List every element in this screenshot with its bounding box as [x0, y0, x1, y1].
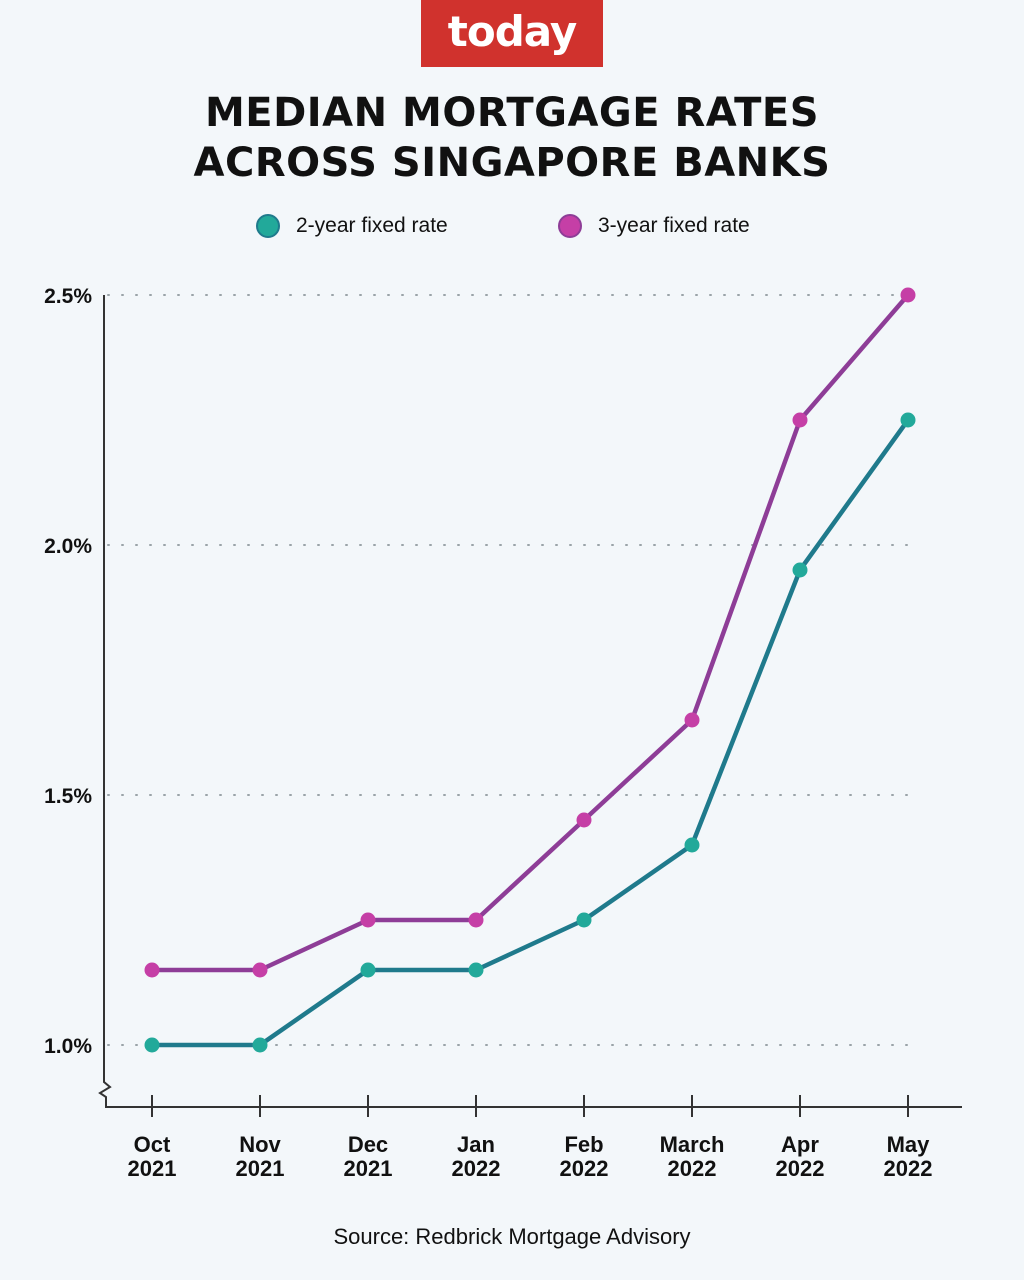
data-point-2-year	[144, 1037, 160, 1053]
x-tick-label: 2022	[452, 1156, 501, 1181]
x-tick-label: Nov	[239, 1132, 281, 1157]
title-line-2: ACROSS SINGAPORE BANKS	[193, 140, 831, 186]
data-point-2-year	[900, 412, 916, 428]
x-tick-label: 2021	[128, 1156, 177, 1181]
legend: 2-year fixed rate 3-year fixed rate	[0, 214, 1024, 246]
data-point-2-year	[360, 962, 376, 978]
data-point-2-year	[792, 562, 808, 578]
data-point-3-year	[900, 287, 916, 303]
x-tick-label: Oct	[134, 1132, 171, 1157]
y-tick-label: 1.5%	[44, 785, 92, 808]
x-tick-label: Dec	[348, 1132, 388, 1157]
x-tick-label: Apr	[781, 1132, 819, 1157]
y-tick-label: 2.0%	[44, 535, 92, 558]
chart-title: MEDIAN MORTGAGE RATES ACROSS SINGAPORE B…	[0, 88, 1024, 188]
legend-marker-3-year	[558, 214, 582, 238]
legend-label-2-year: 2-year fixed rate	[296, 214, 448, 237]
axes	[98, 295, 962, 1108]
data-point-3-year	[684, 712, 700, 728]
y-tick-label: 1.0%	[44, 1035, 92, 1058]
today-logo: today	[421, 0, 603, 67]
legend-marker-2-year	[256, 214, 280, 238]
x-tick-label: 2022	[560, 1156, 609, 1181]
data-point-3-year	[360, 912, 376, 928]
series-line-3-year	[152, 293, 910, 973]
x-tick-label: 2021	[236, 1156, 285, 1181]
x-tick-label: 2022	[668, 1156, 717, 1181]
series-line-2-year	[152, 418, 910, 1048]
data-point-2-year	[468, 962, 484, 978]
data-point-3-year	[468, 912, 484, 928]
data-point-3-year	[144, 962, 160, 978]
data-point-2-year	[576, 912, 592, 928]
source-note: Source: Redbrick Mortgage Advisory	[333, 1224, 691, 1249]
y-tick-label: 2.5%	[44, 285, 92, 308]
x-tick-label: Feb	[564, 1132, 603, 1157]
legend-item-3-year: 3-year fixed rate	[558, 214, 750, 238]
data-point-3-year	[576, 812, 592, 828]
legend-item-2-year: 2-year fixed rate	[256, 214, 448, 238]
data-point-2-year	[252, 1037, 268, 1053]
data-point-2-year	[684, 837, 700, 853]
x-tick-label: March	[660, 1132, 725, 1157]
x-tick-label: 2021	[344, 1156, 393, 1181]
x-tick-label: 2022	[776, 1156, 825, 1181]
legend-label-3-year: 3-year fixed rate	[598, 214, 750, 237]
title-line-1: MEDIAN MORTGAGE RATES	[204, 90, 820, 136]
x-tick-label: May	[887, 1132, 931, 1157]
x-tick-label: Jan	[457, 1132, 495, 1157]
data-point-3-year	[252, 962, 268, 978]
data-point-3-year	[792, 412, 808, 428]
x-tick-label: 2022	[884, 1156, 933, 1181]
